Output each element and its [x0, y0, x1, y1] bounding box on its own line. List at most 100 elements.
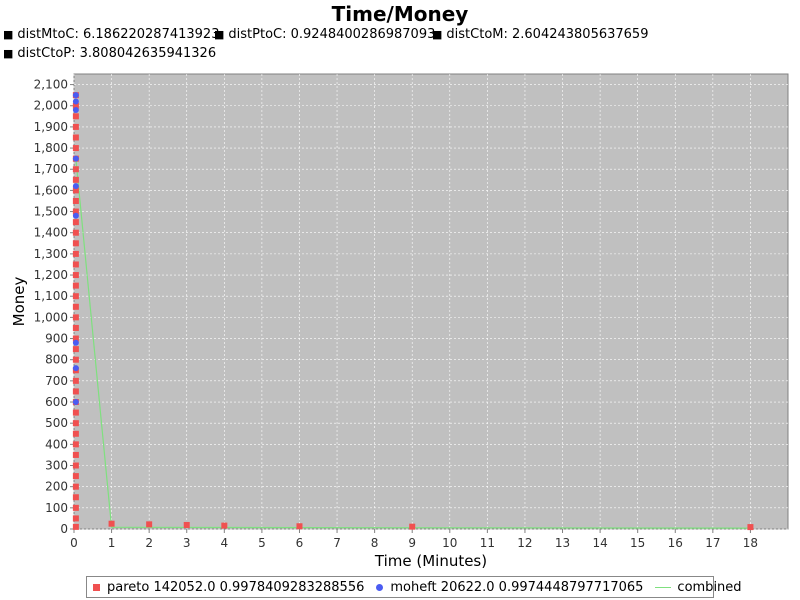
pareto-point — [72, 523, 79, 530]
x-tick-label: 1 — [108, 536, 116, 550]
moheft-point — [72, 106, 79, 113]
pareto-point — [72, 430, 79, 437]
moheft-point — [72, 98, 79, 105]
x-tick-label: 2 — [145, 536, 153, 550]
y-tick-label: 1,500 — [34, 205, 68, 219]
y-tick-label: 400 — [45, 437, 68, 451]
pareto-point — [146, 521, 153, 528]
y-tick-label: 1,800 — [34, 141, 68, 155]
axis-layer: 01002003004005006007008009001,0001,1001,… — [34, 78, 758, 550]
y-tick-label: 700 — [45, 374, 68, 388]
y-tick-label: 1,700 — [34, 162, 68, 176]
y-tick-label: 2,100 — [34, 78, 68, 92]
moheft-point — [72, 183, 79, 190]
series-layer — [72, 92, 754, 531]
y-tick-label: 500 — [45, 416, 68, 430]
x-tick-label: 16 — [668, 536, 683, 550]
pareto-point — [409, 523, 416, 530]
pareto-point — [72, 451, 79, 458]
subtitle-dist-mtoc: ■ distMtoC: 6.186220287413923 — [3, 27, 220, 42]
y-axis-label: Money — [10, 277, 28, 327]
grid-layer — [73, 74, 788, 530]
x-tick-label: 10 — [442, 536, 457, 550]
moheft-point — [72, 155, 79, 162]
line-marker-icon — [655, 586, 672, 588]
pareto-point — [72, 208, 79, 215]
pareto-point — [72, 113, 79, 120]
pareto-point — [72, 504, 79, 511]
pareto-point — [72, 282, 79, 289]
y-tick-label: 1,600 — [34, 183, 68, 197]
pareto-point — [72, 123, 79, 130]
moheft-point — [72, 339, 79, 346]
pareto-point — [72, 293, 79, 300]
pareto-point — [72, 356, 79, 363]
square-marker-icon — [93, 583, 100, 591]
pareto-point — [72, 483, 79, 490]
pareto-point — [72, 102, 79, 109]
subtitle-dist-ctop-text: distCtoP: 3.808042635941326 — [17, 46, 217, 61]
x-tick-label: 14 — [592, 536, 607, 550]
x-tick-label: 9 — [408, 536, 416, 550]
x-tick-label: 17 — [705, 536, 720, 550]
legend-item-moheft: moheft 20622.0 0.9974448797717065 — [376, 580, 643, 595]
x-axis-label: Time (Minutes) — [374, 552, 487, 570]
x-tick-label: 18 — [743, 536, 758, 550]
y-tick-label: 1,100 — [34, 289, 68, 303]
moheft-point — [72, 92, 79, 99]
pareto-point — [72, 229, 79, 236]
legend-item-combined: combined — [655, 579, 742, 595]
series-line-combined — [75, 158, 751, 529]
x-tick-label: 3 — [183, 536, 191, 550]
subtitle-dist-ctop: ■ distCtoP: 3.808042635941326 — [3, 46, 217, 61]
circle-marker-icon — [376, 583, 384, 591]
x-tick-label: 5 — [258, 536, 266, 550]
subtitle-dist-ctom: ■ distCtoM: 2.604243805637659 — [432, 27, 649, 42]
pareto-point — [72, 346, 79, 353]
pareto-point — [72, 420, 79, 427]
pareto-point — [72, 250, 79, 257]
pareto-point — [72, 314, 79, 321]
y-tick-label: 1,400 — [34, 226, 68, 240]
pareto-point — [72, 176, 79, 183]
x-tick-label: 12 — [517, 536, 532, 550]
pareto-point — [72, 134, 79, 141]
y-tick-label: 800 — [45, 353, 68, 367]
moheft-point — [72, 365, 79, 372]
pareto-point — [72, 240, 79, 247]
pareto-point — [72, 145, 79, 152]
subtitle-dist-mtoc-text: distMtoC: 6.186220287413923 — [17, 27, 220, 42]
pareto-point — [72, 261, 79, 268]
x-tick-label: 8 — [371, 536, 379, 550]
chart-title: Time/Money — [331, 2, 469, 26]
pareto-point — [72, 388, 79, 395]
y-tick-label: 200 — [45, 480, 68, 494]
plot-area — [73, 73, 789, 530]
legend-item-pareto: pareto 142052.0 0.9978409283288556 — [93, 580, 364, 595]
pareto-point — [296, 523, 303, 530]
x-tick-label: 0 — [70, 536, 78, 550]
pareto-point — [72, 409, 79, 416]
subtitle-dist-ptoc-text: distPtoC: 0.9248400286987093 — [228, 27, 436, 42]
pareto-point — [108, 520, 115, 527]
pareto-point — [72, 166, 79, 173]
x-tick-label: 13 — [555, 536, 570, 550]
pareto-point — [72, 272, 79, 279]
legend-label-combined: combined — [677, 579, 742, 595]
legend-label-pareto: pareto 142052.0 0.9978409283288556 — [107, 579, 365, 595]
moheft-point — [72, 399, 79, 406]
legend-label-moheft: moheft 20622.0 0.9974448797717065 — [390, 579, 644, 595]
pareto-point — [72, 219, 79, 226]
pareto-point — [72, 303, 79, 310]
pareto-point — [72, 197, 79, 204]
pareto-point — [72, 473, 79, 480]
y-tick-label: 1,900 — [34, 120, 68, 134]
pareto-point — [72, 187, 79, 194]
y-tick-label: 900 — [45, 332, 68, 346]
pareto-point — [183, 521, 190, 528]
y-tick-label: 1,300 — [34, 247, 68, 261]
y-tick-label: 2,000 — [34, 99, 68, 113]
x-tick-label: 6 — [296, 536, 304, 550]
y-tick-label: 100 — [45, 501, 68, 515]
